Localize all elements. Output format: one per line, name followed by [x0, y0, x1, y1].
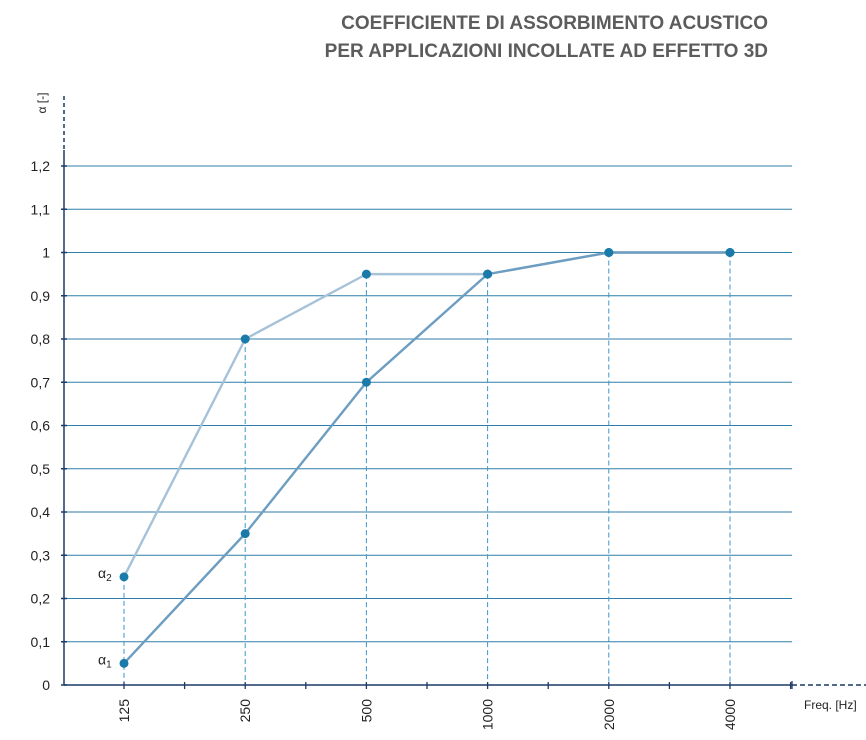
data-point-α1 — [361, 377, 371, 387]
data-point-α2 — [119, 572, 129, 582]
x-tick-label: 500 — [358, 699, 374, 723]
x-tick-label: 4000 — [722, 699, 738, 730]
axes — [61, 96, 866, 689]
series-label-α2: α2 — [98, 565, 112, 584]
series-labels: α1 α2 — [98, 565, 112, 671]
y-tick-label: 0,2 — [31, 591, 51, 607]
y-tick-label: 0,3 — [31, 547, 51, 563]
chart-title-line-1: COEFFICIENTE DI ASSORBIMENTO ACUSTICO — [341, 13, 768, 34]
y-tick-label: 1,2 — [31, 158, 51, 174]
data-point-α2 — [604, 248, 614, 257]
y-tick-label: 0,8 — [31, 331, 51, 347]
x-tick-label: 125 — [116, 699, 132, 723]
chart-title: COEFFICIENTE DI ASSORBIMENTO ACUSTICO PE… — [325, 10, 768, 66]
y-tick-label: 0,9 — [31, 288, 51, 304]
y-tick-label: 0,7 — [31, 374, 51, 390]
y-tick-label: 1 — [42, 245, 50, 261]
x-axis-label: Freq. [Hz] — [804, 698, 857, 712]
data-point-α2 — [361, 269, 371, 279]
data-point-α2 — [483, 269, 493, 279]
series — [119, 248, 735, 668]
chart-title-line-2: PER APPLICAZIONI INCOLLATE AD EFFETTO 3D — [324, 41, 768, 62]
x-tick-label: 1000 — [480, 699, 496, 730]
series-label-α1: α1 — [98, 651, 112, 670]
tick-labels: 0 0,1 0,2 0,3 0,4 0,5 0,6 0,7 0,8 0,9 1 1,1 1,2 125 25… — [31, 158, 738, 730]
y-tick-label: 1,1 — [31, 201, 51, 217]
data-point-α2 — [240, 334, 250, 344]
data-point-α1 — [119, 658, 129, 668]
x-tick-label: 2000 — [601, 699, 617, 730]
data-point-α2 — [725, 248, 735, 257]
y-tick-label: 0,4 — [31, 504, 51, 520]
y-tick-label: 0,1 — [31, 634, 51, 650]
y-tick-label: 0,5 — [31, 461, 51, 477]
series-line-α2 — [122, 251, 730, 578]
series-line-α1 — [123, 251, 730, 665]
data-point-α1 — [240, 529, 250, 539]
vertical-guides — [123, 252, 731, 685]
y-axis-label: α [-] — [35, 93, 49, 114]
y-tick-label: 0,6 — [31, 418, 51, 434]
x-tick-label: 250 — [237, 699, 253, 723]
grid-lines — [64, 165, 792, 643]
y-tick-label: 0 — [42, 677, 50, 693]
